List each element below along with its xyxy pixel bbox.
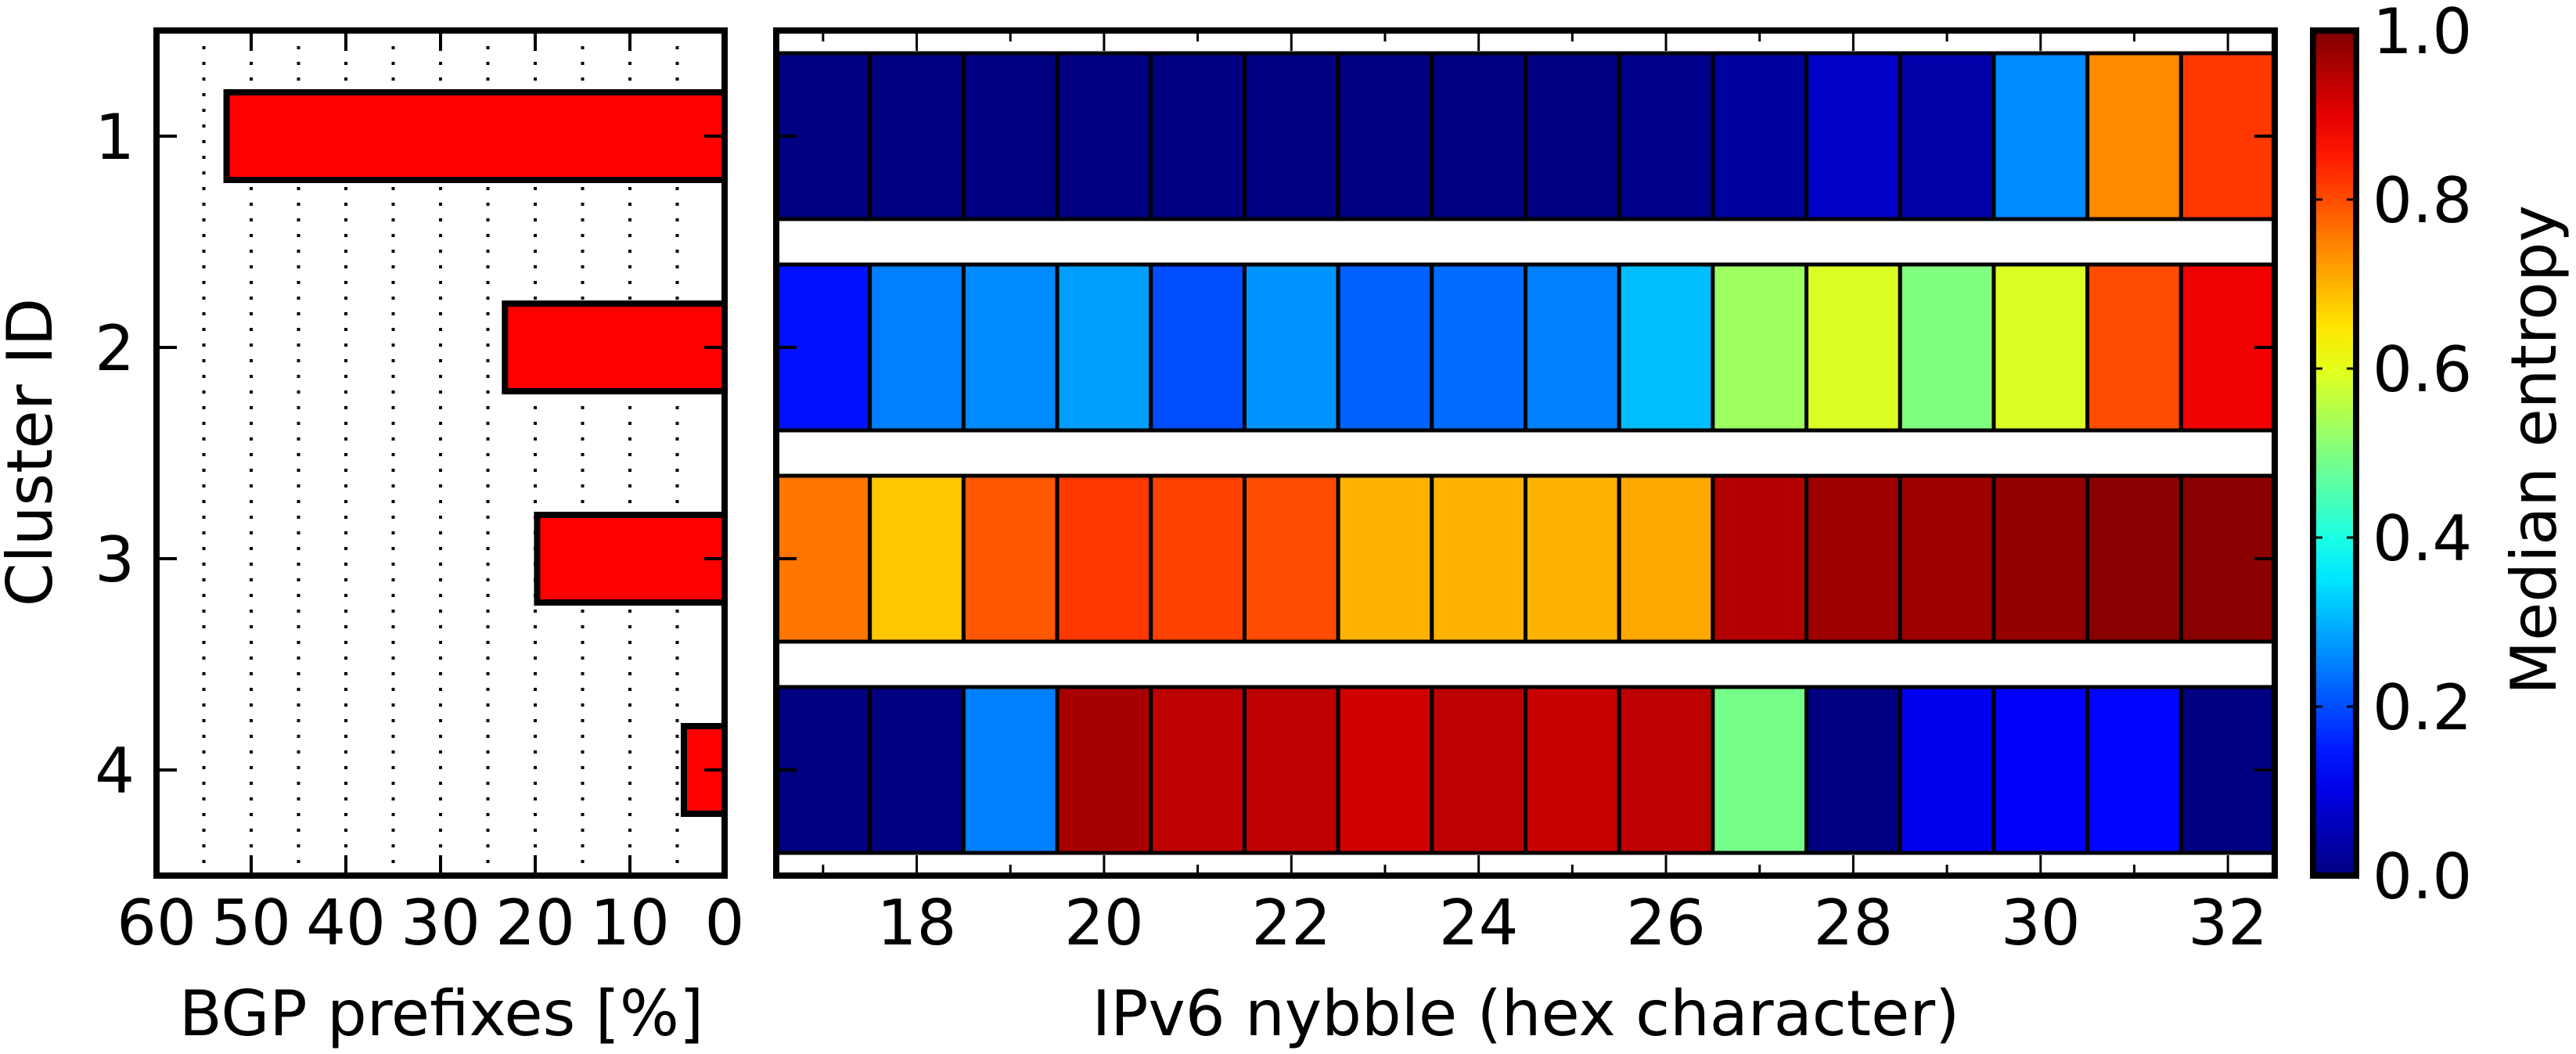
colorbar: 0.0 0.2 0.4 0.6 0.8 1.0 <box>2310 0 2472 913</box>
heatmap-cell <box>1991 473 2090 644</box>
colorbar-tick-label: 1.0 <box>2373 0 2472 68</box>
heatmap-cell <box>1524 51 1621 221</box>
heatmap-cell <box>1617 685 1715 855</box>
x-tick-label: 28 <box>1814 887 1894 959</box>
heatmap-cell <box>2085 262 2183 433</box>
heatmap-cell <box>961 473 1060 644</box>
x-tick-label: 0 <box>705 887 745 959</box>
heatmap-cell <box>1055 262 1153 433</box>
y-tick-label: 4 <box>95 735 135 808</box>
heatmap-cell <box>1898 685 1996 855</box>
left-xlabel: BGP prefixes [%] <box>179 977 703 1050</box>
y-tick-label: 1 <box>95 101 135 174</box>
heatmap-cell <box>1804 685 1902 855</box>
bgp-prefix-bar-chart: 1 2 3 4 60 50 40 30 20 10 0 <box>95 27 745 959</box>
entropy-heatmap: 18 20 22 24 26 28 30 32 <box>773 27 2278 959</box>
heatmap-xlabel: IPv6 nybble (hex character) <box>1092 977 1960 1050</box>
heatmap-axes-frame <box>773 27 2278 879</box>
x-tick-label: 20 <box>495 887 575 959</box>
heatmap-cell <box>1242 473 1340 644</box>
colorbar-tick-label: 0.4 <box>2373 502 2472 575</box>
colorbar-gradient <box>2310 27 2359 879</box>
heatmap-cell <box>868 262 966 433</box>
heatmap-cell <box>1524 262 1621 433</box>
heatmap-cell <box>1711 685 1809 855</box>
heatmap-cell <box>1991 685 2090 855</box>
colorbar-tick-label: 0.2 <box>2373 671 2472 744</box>
heatmap-cell <box>1242 685 1340 855</box>
heatmap-cell <box>1242 262 1340 433</box>
heatmap-cell <box>961 51 1060 221</box>
heatmap-cell <box>1617 473 1715 644</box>
heatmap-cell <box>1336 51 1434 221</box>
heatmap-cell <box>1711 473 1809 644</box>
heatmap-cell <box>1711 262 1809 433</box>
heatmap-cell <box>1055 685 1153 855</box>
left-ylabel: Cluster ID <box>0 298 67 607</box>
x-tick-label: 26 <box>1626 887 1706 959</box>
heatmap-cell <box>868 685 966 855</box>
heatmap-cell <box>1711 51 1809 221</box>
left-axes-frame <box>153 27 728 879</box>
x-tick-label: 50 <box>211 887 291 959</box>
heatmap-cell <box>1336 685 1434 855</box>
heatmap-cell <box>961 262 1060 433</box>
colorbar-tick-label: 0.6 <box>2373 333 2472 406</box>
x-tick-label: 30 <box>2001 887 2081 959</box>
x-tick-label: 24 <box>1439 887 1519 959</box>
heatmap-cell <box>1430 51 1527 221</box>
heatmap-cell <box>1149 51 1247 221</box>
heatmap-cell <box>1336 473 1434 644</box>
x-tick-label: 18 <box>877 887 957 959</box>
heatmap-cell <box>1617 51 1715 221</box>
heatmap-cell <box>1430 262 1527 433</box>
heatmap-cell <box>1804 473 1902 644</box>
x-tick-label: 10 <box>590 887 670 959</box>
heatmap-cell <box>1242 51 1340 221</box>
heatmap-cell <box>1524 473 1621 644</box>
x-tick-label: 22 <box>1251 887 1331 959</box>
bar-cluster-1 <box>223 89 729 183</box>
heatmap-cell <box>1804 51 1902 221</box>
heatmap-cell <box>2085 51 2183 221</box>
heatmap-cell <box>1149 685 1247 855</box>
x-tick-label: 20 <box>1064 887 1144 959</box>
x-tick-label: 40 <box>306 887 386 959</box>
heatmap-cell <box>2085 685 2183 855</box>
heatmap-cell <box>1804 262 1902 433</box>
heatmap-cell <box>1055 51 1153 221</box>
x-tick-label: 30 <box>401 887 480 959</box>
y-tick-label: 3 <box>95 523 135 596</box>
heatmap-cell <box>1991 51 2090 221</box>
heatmap-cell <box>868 51 966 221</box>
heatmap-cell <box>868 473 966 644</box>
heatmap-cell <box>1991 262 2090 433</box>
colorbar-tick-label: 0.0 <box>2373 840 2472 913</box>
heatmap-cell <box>961 685 1060 855</box>
colorbar-label: Median entropy <box>2498 205 2571 695</box>
y-tick-label: 2 <box>95 312 135 385</box>
heatmap-cell <box>1336 262 1434 433</box>
heatmap-cell <box>1430 685 1527 855</box>
bar-cluster-3 <box>534 512 728 606</box>
bar-cluster-2 <box>502 300 729 394</box>
heatmap-cell <box>1898 473 1996 644</box>
colorbar-tick-label: 0.8 <box>2373 164 2472 237</box>
heatmap-cell <box>1055 473 1153 644</box>
heatmap-cell <box>2085 473 2183 644</box>
x-tick-label: 32 <box>2188 887 2268 959</box>
heatmap-cell <box>1898 262 1996 433</box>
heatmap-cell <box>1617 262 1715 433</box>
heatmap-cell <box>1898 51 1996 221</box>
x-tick-label: 60 <box>117 887 196 959</box>
heatmap-cell <box>1430 473 1527 644</box>
heatmap-cell <box>1524 685 1621 855</box>
heatmap-cell <box>1149 473 1247 644</box>
heatmap-cell <box>1149 262 1247 433</box>
